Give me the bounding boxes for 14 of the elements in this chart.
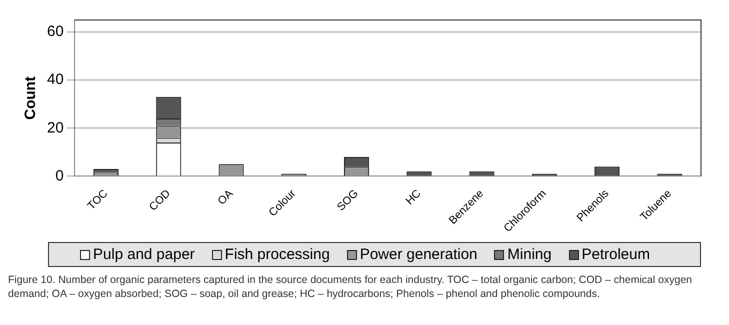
x-tick-label: TOC xyxy=(85,188,110,212)
legend-label: Mining xyxy=(507,246,552,263)
x-tick-label: OA xyxy=(216,187,236,208)
x-tick-label: HC xyxy=(404,188,424,208)
legend-label: Petroleum xyxy=(582,246,650,263)
y-tick-label: 20 xyxy=(46,119,64,136)
y-tick-label: 0 xyxy=(55,167,64,184)
y-tick-label: 40 xyxy=(46,71,64,88)
legend-label: Power generation xyxy=(360,246,478,263)
y-axis-title: Count xyxy=(22,76,40,120)
caption: Figure 10. Number of organic parameters captured in the source documents for each industry. TOC – total organic carbon; COD – chemical oxygen demand; OA – oxygen absorbed; SOG – soap, oil and grease; HC – hydrocarbons; Phenols – phenol and phenolic compounds. xyxy=(8,273,694,302)
legend-label: Fish processing xyxy=(224,246,330,263)
y-tick-label: 60 xyxy=(46,23,64,40)
legend-label: Pulp and paper xyxy=(93,246,195,263)
